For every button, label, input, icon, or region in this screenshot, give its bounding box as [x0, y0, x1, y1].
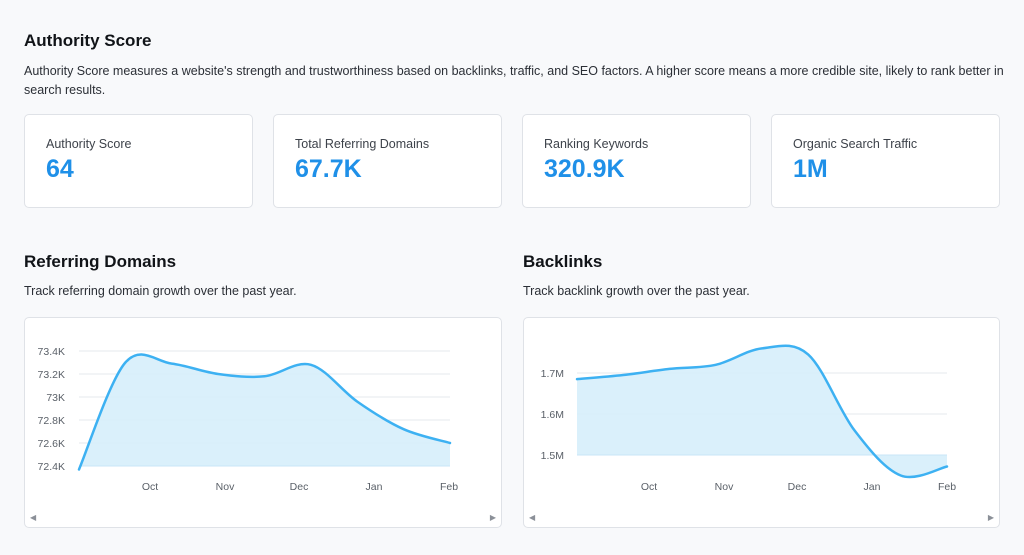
y-tick-label: 73.4K [38, 346, 65, 358]
backlinks-title: Backlinks [523, 252, 603, 271]
triangle-left-icon[interactable]: ◀ [30, 513, 37, 522]
y-tick-label: 72.8K [38, 415, 65, 427]
y-tick-label: 73.2K [38, 369, 65, 381]
x-tick-label: Nov [216, 481, 235, 493]
backlinks-chart-svg: 1.7M 1.6M 1.5M Oct Nov Dec Jan Feb [541, 344, 956, 493]
triangle-left-icon[interactable]: ◀ [529, 513, 536, 522]
x-tick-label: Dec [290, 481, 309, 493]
stat-card-organic-traffic: Organic Search Traffic 1M [771, 114, 1000, 208]
x-tick-label: Jan [366, 481, 383, 493]
stat-value: 64 [46, 155, 74, 183]
x-tick-label: Nov [715, 481, 734, 493]
series-area [577, 345, 947, 478]
x-tick-label: Oct [641, 481, 657, 493]
y-tick-label: 1.7M [541, 368, 564, 380]
x-tick-label: Dec [788, 481, 807, 493]
y-tick-label: 1.5M [541, 450, 564, 462]
series-line [575, 344, 949, 479]
x-tick-label: Jan [864, 481, 881, 493]
stat-card-authority-score: Authority Score 64 [24, 114, 253, 208]
stat-value: 320.9K [544, 155, 625, 183]
stat-label: Organic Search Traffic [793, 137, 918, 151]
page-description: Authority Score measures a website's str… [24, 64, 1004, 97]
referring-domains-chart-svg: 73.4K 73.2K 73K 72.8K 72.6K 72.4K Oct Nov Dec Jan… [38, 346, 459, 493]
x-tick-label: Feb [938, 481, 956, 493]
triangle-right-icon[interactable]: ▶ [489, 513, 496, 522]
y-tick-label: 73K [46, 392, 65, 404]
triangle-right-icon[interactable]: ▶ [987, 513, 994, 522]
x-tick-label: Feb [440, 481, 458, 493]
y-tick-label: 72.6K [38, 438, 65, 450]
series-area [79, 354, 450, 470]
page-title: Authority Score [24, 31, 152, 50]
stat-value: 1M [793, 155, 828, 183]
stat-label: Authority Score [46, 137, 132, 151]
stat-label: Ranking Keywords [544, 137, 649, 151]
stat-value: 67.7K [295, 155, 362, 183]
backlinks-description: Track backlink growth over the past year… [523, 284, 750, 298]
x-tick-label: Oct [142, 481, 158, 493]
referring-domains-title: Referring Domains [24, 252, 177, 271]
y-tick-label: 72.4K [38, 461, 65, 473]
backlinks-chart: 1.7M 1.6M 1.5M Oct Nov Dec Jan Feb ◀ ▶ [523, 317, 1000, 528]
y-tick-label: 1.6M [541, 409, 564, 421]
stat-label: Total Referring Domains [295, 137, 430, 151]
referring-domains-chart: 73.4K 73.2K 73K 72.8K 72.6K 72.4K Oct Nov Dec Jan… [24, 317, 502, 528]
series-line [77, 353, 452, 471]
stat-card-referring-domains: Total Referring Domains 67.7K [273, 114, 502, 208]
stat-card-ranking-keywords: Ranking Keywords 320.9K [522, 114, 751, 208]
referring-domains-description: Track referring domain growth over the p… [24, 284, 297, 298]
